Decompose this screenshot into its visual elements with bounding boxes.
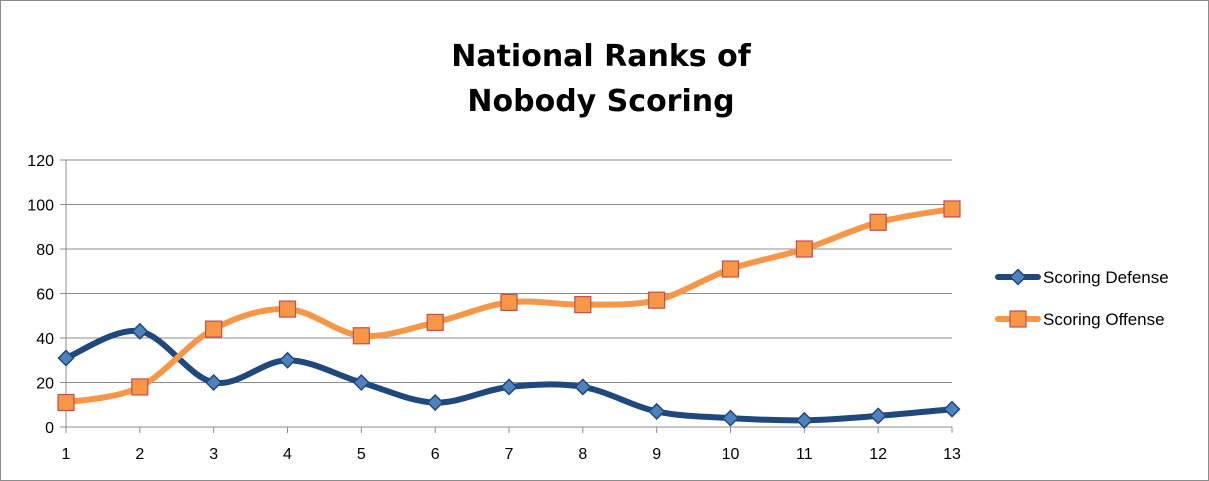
x-tick-label: 1	[62, 446, 71, 463]
legend-swatch-marker	[1009, 310, 1027, 328]
data-point-square	[426, 313, 444, 332]
x-tick-label: 13	[943, 446, 961, 463]
data-point-diamond	[943, 400, 961, 418]
legend-label: Scoring Offense	[1043, 310, 1165, 329]
x-tick-label: 5	[357, 446, 366, 463]
data-point-diamond	[57, 349, 75, 367]
data-point-diamond	[426, 393, 444, 412]
data-point-diamond	[648, 402, 666, 420]
data-point-square	[721, 260, 740, 278]
series-scoring-defense	[57, 322, 961, 429]
x-tick-label: 6	[431, 446, 440, 463]
series-line	[63, 327, 955, 424]
x-tick-label: 8	[578, 446, 587, 463]
data-point-square	[500, 293, 518, 311]
legend: Scoring Defense Scoring Offense	[995, 268, 1169, 329]
x-tick-label: 9	[652, 446, 661, 463]
data-point-diamond	[795, 411, 813, 429]
series-layer	[57, 200, 961, 429]
y-tick-label: 80	[36, 242, 54, 259]
data-point-diamond	[131, 322, 149, 340]
data-point-square	[795, 240, 813, 258]
y-tick-label: 20	[36, 376, 54, 393]
y-tick-label: 40	[36, 331, 54, 348]
data-point-square	[574, 296, 592, 314]
legend-swatch-marker	[1009, 268, 1027, 286]
x-tick-label: 4	[283, 446, 292, 463]
chart-title-line-1: National Ranks of	[451, 39, 751, 74]
gridlines	[66, 159, 952, 383]
data-point-diamond	[278, 351, 297, 369]
data-point-square	[278, 300, 297, 318]
data-point-diamond	[574, 378, 592, 396]
series-scoring-offense	[57, 200, 961, 412]
data-point-square	[869, 213, 887, 231]
data-point-square	[648, 291, 666, 309]
x-tick-label: 7	[505, 446, 514, 463]
y-tick-label: 120	[27, 153, 54, 170]
y-tick-label: 0	[45, 420, 54, 437]
data-point-square	[352, 327, 370, 345]
data-point-diamond	[721, 409, 740, 427]
x-tick-label: 10	[722, 446, 740, 463]
legend-label: Scoring Defense	[1043, 268, 1169, 287]
data-point-square	[943, 200, 961, 218]
data-point-square	[131, 378, 149, 396]
x-tick-label: 3	[209, 446, 218, 463]
data-point-diamond	[869, 407, 887, 425]
data-point-diamond	[500, 378, 518, 396]
legend-item: Scoring Offense	[995, 310, 1165, 329]
data-point-square	[57, 393, 75, 412]
y-tick-label: 60	[36, 287, 54, 304]
x-tick-label: 11	[796, 446, 813, 463]
chart-title-line-2: Nobody Scoring	[467, 84, 734, 119]
data-point-square	[205, 320, 223, 338]
data-point-diamond	[352, 373, 370, 392]
y-tick-label: 100	[27, 198, 54, 215]
x-tick-label: 2	[135, 446, 144, 463]
legend-item: Scoring Defense	[995, 268, 1169, 287]
x-tick-label: 12	[869, 446, 887, 463]
data-point-diamond	[205, 373, 223, 392]
